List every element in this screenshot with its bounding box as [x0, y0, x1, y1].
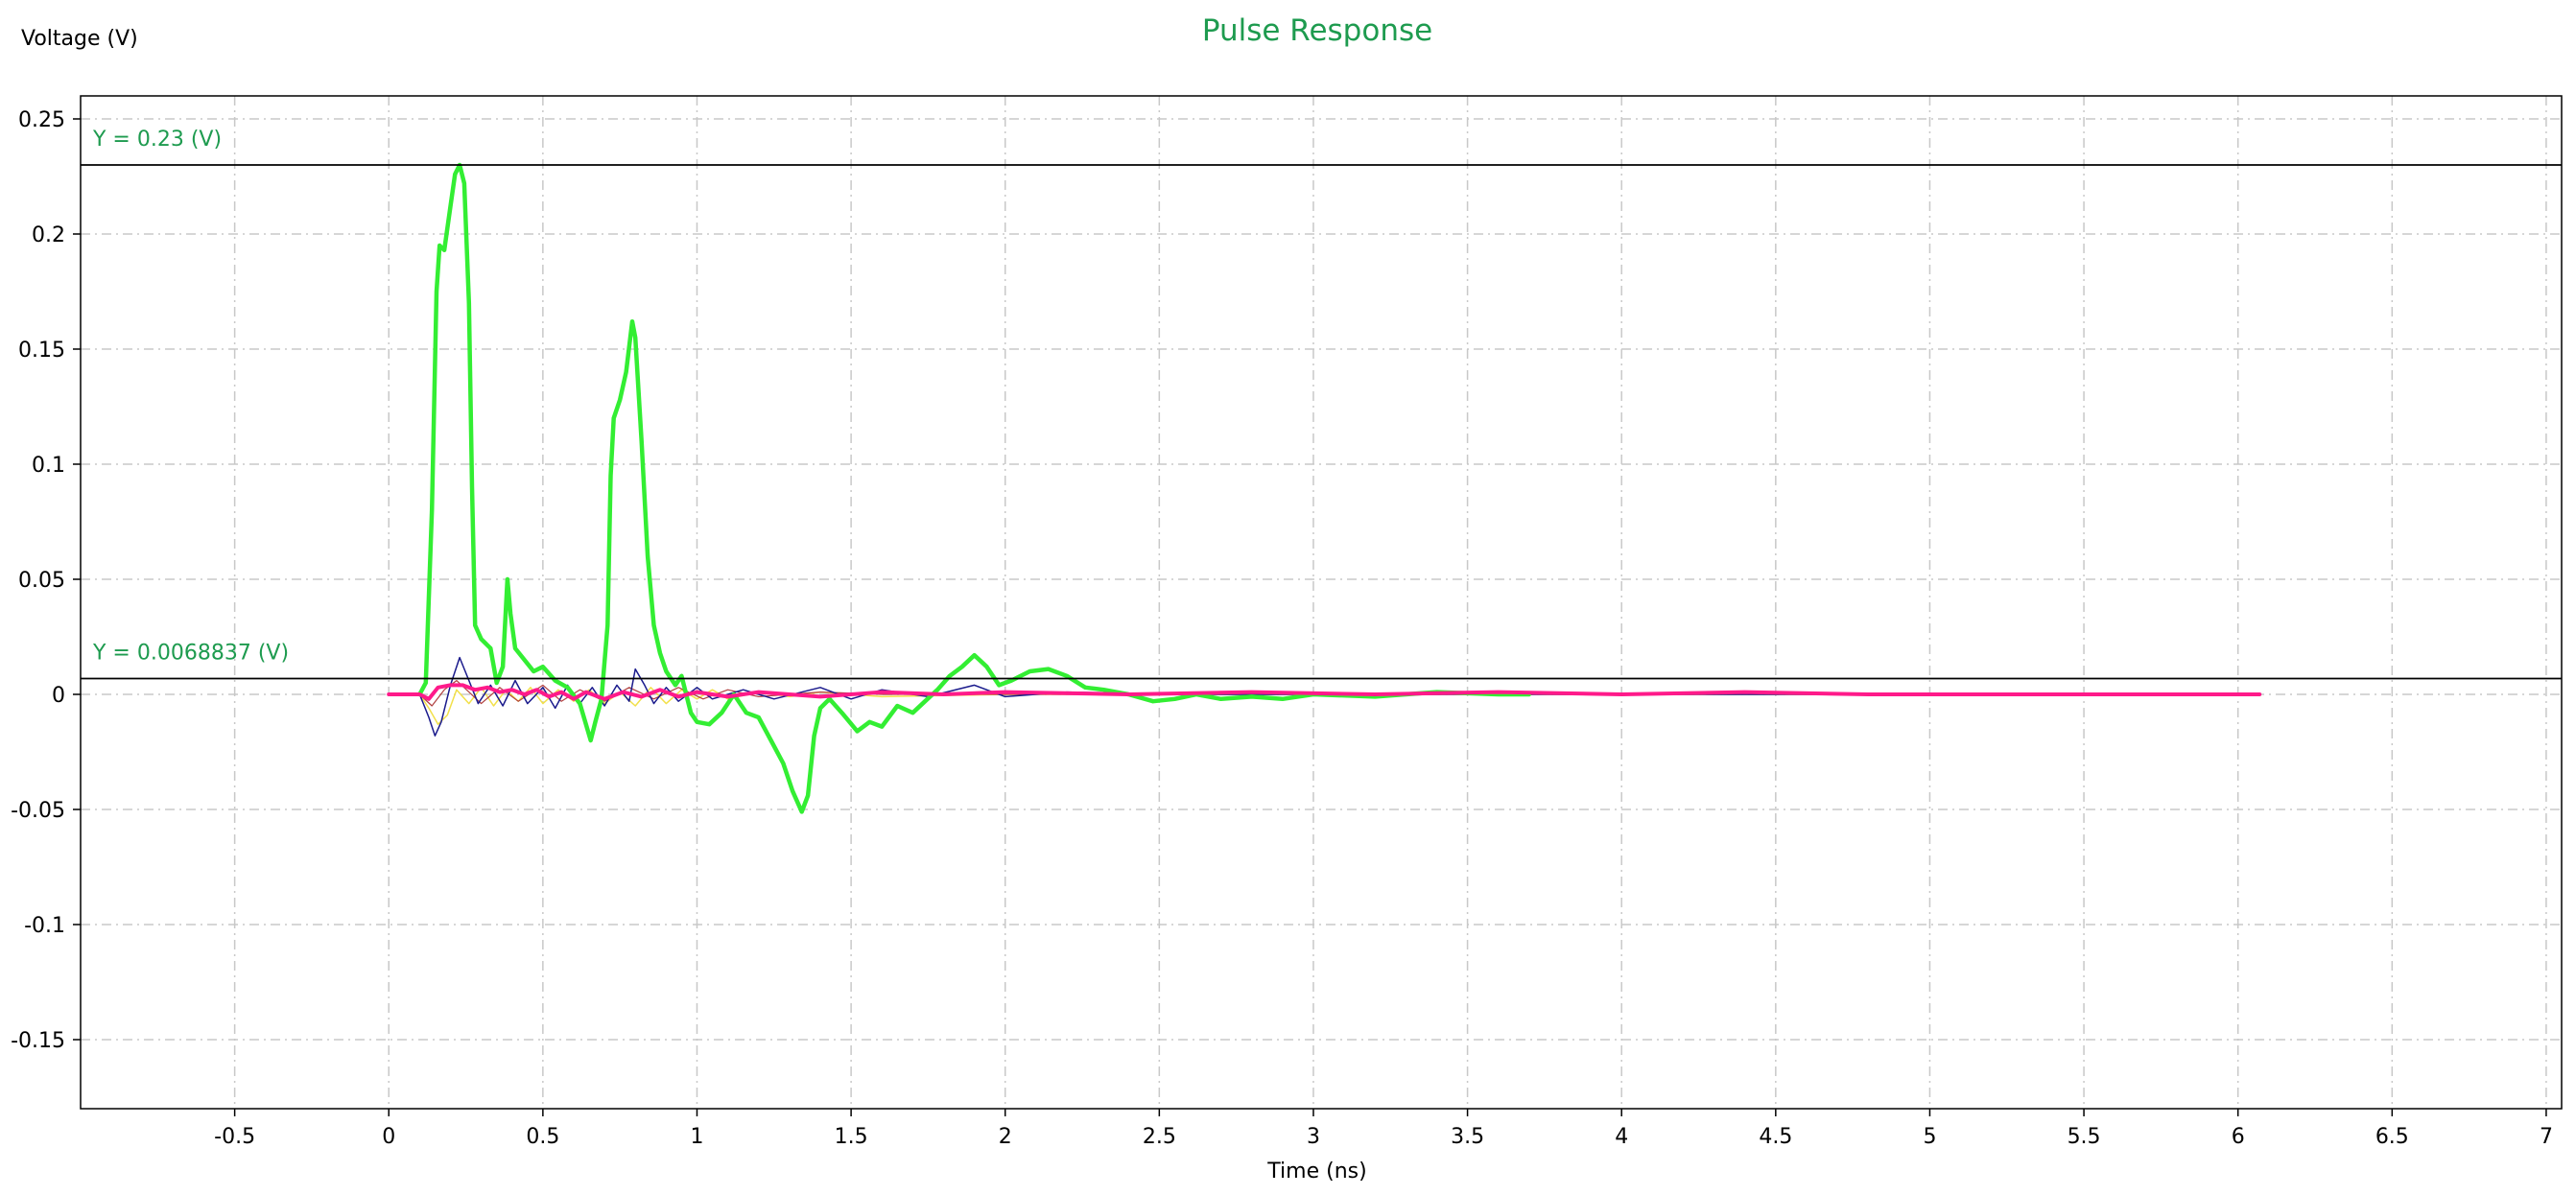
series-line-4 [417, 162, 1532, 814]
marker-label-2: Y = 0.0068837 (V) [92, 641, 289, 665]
y-tick-label: 0.15 [18, 339, 65, 363]
y-tick-label: 0 [52, 684, 65, 708]
series-line-1 [388, 687, 1931, 725]
x-tick-label: 2 [999, 1125, 1012, 1149]
x-tick-label: 0 [382, 1125, 395, 1149]
grid-lines [81, 96, 2562, 1109]
x-tick-label: 1 [690, 1125, 703, 1149]
y-axis-ticks: -0.15 -0.1 -0.05 0 0.05 0.1 0.15 0.2 0.25 [11, 108, 81, 1053]
x-tick-label: 0.5 [526, 1125, 559, 1149]
x-tick-label: 5 [1923, 1125, 1936, 1149]
marker-label-1: Y = 0.23 (V) [92, 128, 222, 152]
chart-title: Pulse Response [1202, 13, 1432, 48]
y-tick-label: 0.05 [18, 569, 65, 593]
x-axis-ticks: -0.5 0 0.5 1 1.5 2 2.5 3 3.5 4 4.5 5 5.5 6 6.5 7 [214, 1109, 2553, 1149]
y-tick-label: -0.15 [11, 1029, 65, 1053]
y-axis-title: Voltage (V) [21, 27, 138, 51]
y-tick-label: -0.1 [24, 914, 65, 938]
y-tick-label: 0.25 [18, 108, 65, 132]
series-line-2 [388, 680, 1931, 707]
x-tick-label: -0.5 [214, 1125, 255, 1149]
x-tick-label: 5.5 [2068, 1125, 2101, 1149]
series-line-5 [387, 683, 2262, 701]
x-tick-label: 4 [1615, 1125, 1628, 1149]
x-tick-label: 7 [2540, 1125, 2553, 1149]
x-tick-label: 2.5 [1143, 1125, 1176, 1149]
data-series [387, 162, 2262, 814]
y-tick-label: -0.05 [11, 799, 65, 823]
x-tick-label: 4.5 [1759, 1125, 1792, 1149]
y-tick-label: 0.1 [32, 454, 65, 478]
x-tick-label: 6.5 [2375, 1125, 2409, 1149]
x-axis-title: Time (ns) [1266, 1160, 1366, 1183]
x-tick-label: 6 [2232, 1125, 2245, 1149]
y-tick-label: 0.2 [32, 223, 65, 247]
x-tick-label: 1.5 [835, 1125, 868, 1149]
x-tick-label: 3 [1307, 1125, 1320, 1149]
x-tick-label: 3.5 [1451, 1125, 1484, 1149]
marker-lines: Y = 0.23 (V) Y = 0.0068837 (V) [81, 128, 2562, 680]
plot-area-frame [80, 95, 2563, 1110]
